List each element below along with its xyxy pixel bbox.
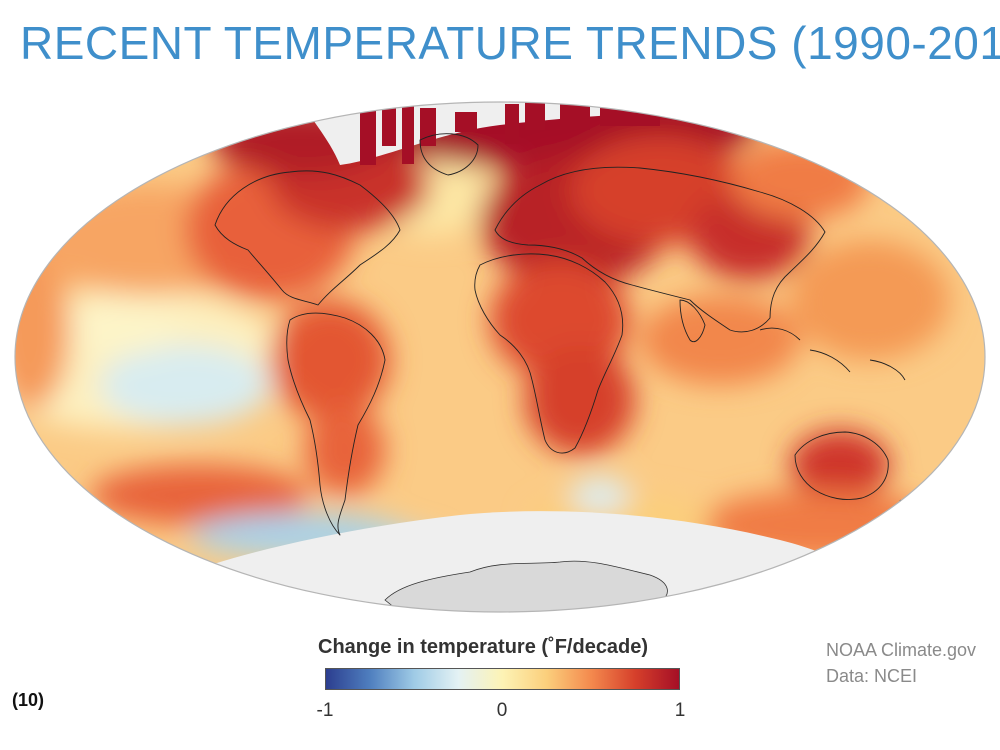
legend-mid-label: 0 — [496, 700, 508, 721]
arctic-patch-grid — [360, 102, 660, 165]
color-scale-bar — [325, 668, 680, 690]
legend-max-label: 1 — [674, 700, 686, 721]
map-fill-layer — [15, 102, 985, 612]
figure-number: (10) — [12, 690, 45, 710]
legend-min-label: -1 — [316, 700, 334, 721]
figure-title: RECENT TEMPERATURE TRENDS (1990-2019) — [20, 17, 1000, 69]
credit-source: NOAA Climate.gov — [826, 640, 977, 660]
coastlines — [214, 133, 906, 536]
world-temperature-map — [14, 101, 986, 613]
antarctica-land — [384, 560, 668, 612]
globe-outline — [14, 101, 986, 613]
credit-data: Data: NCEI — [826, 666, 918, 686]
legend-title: Change in temperature (˚F/decade) — [318, 636, 649, 658]
